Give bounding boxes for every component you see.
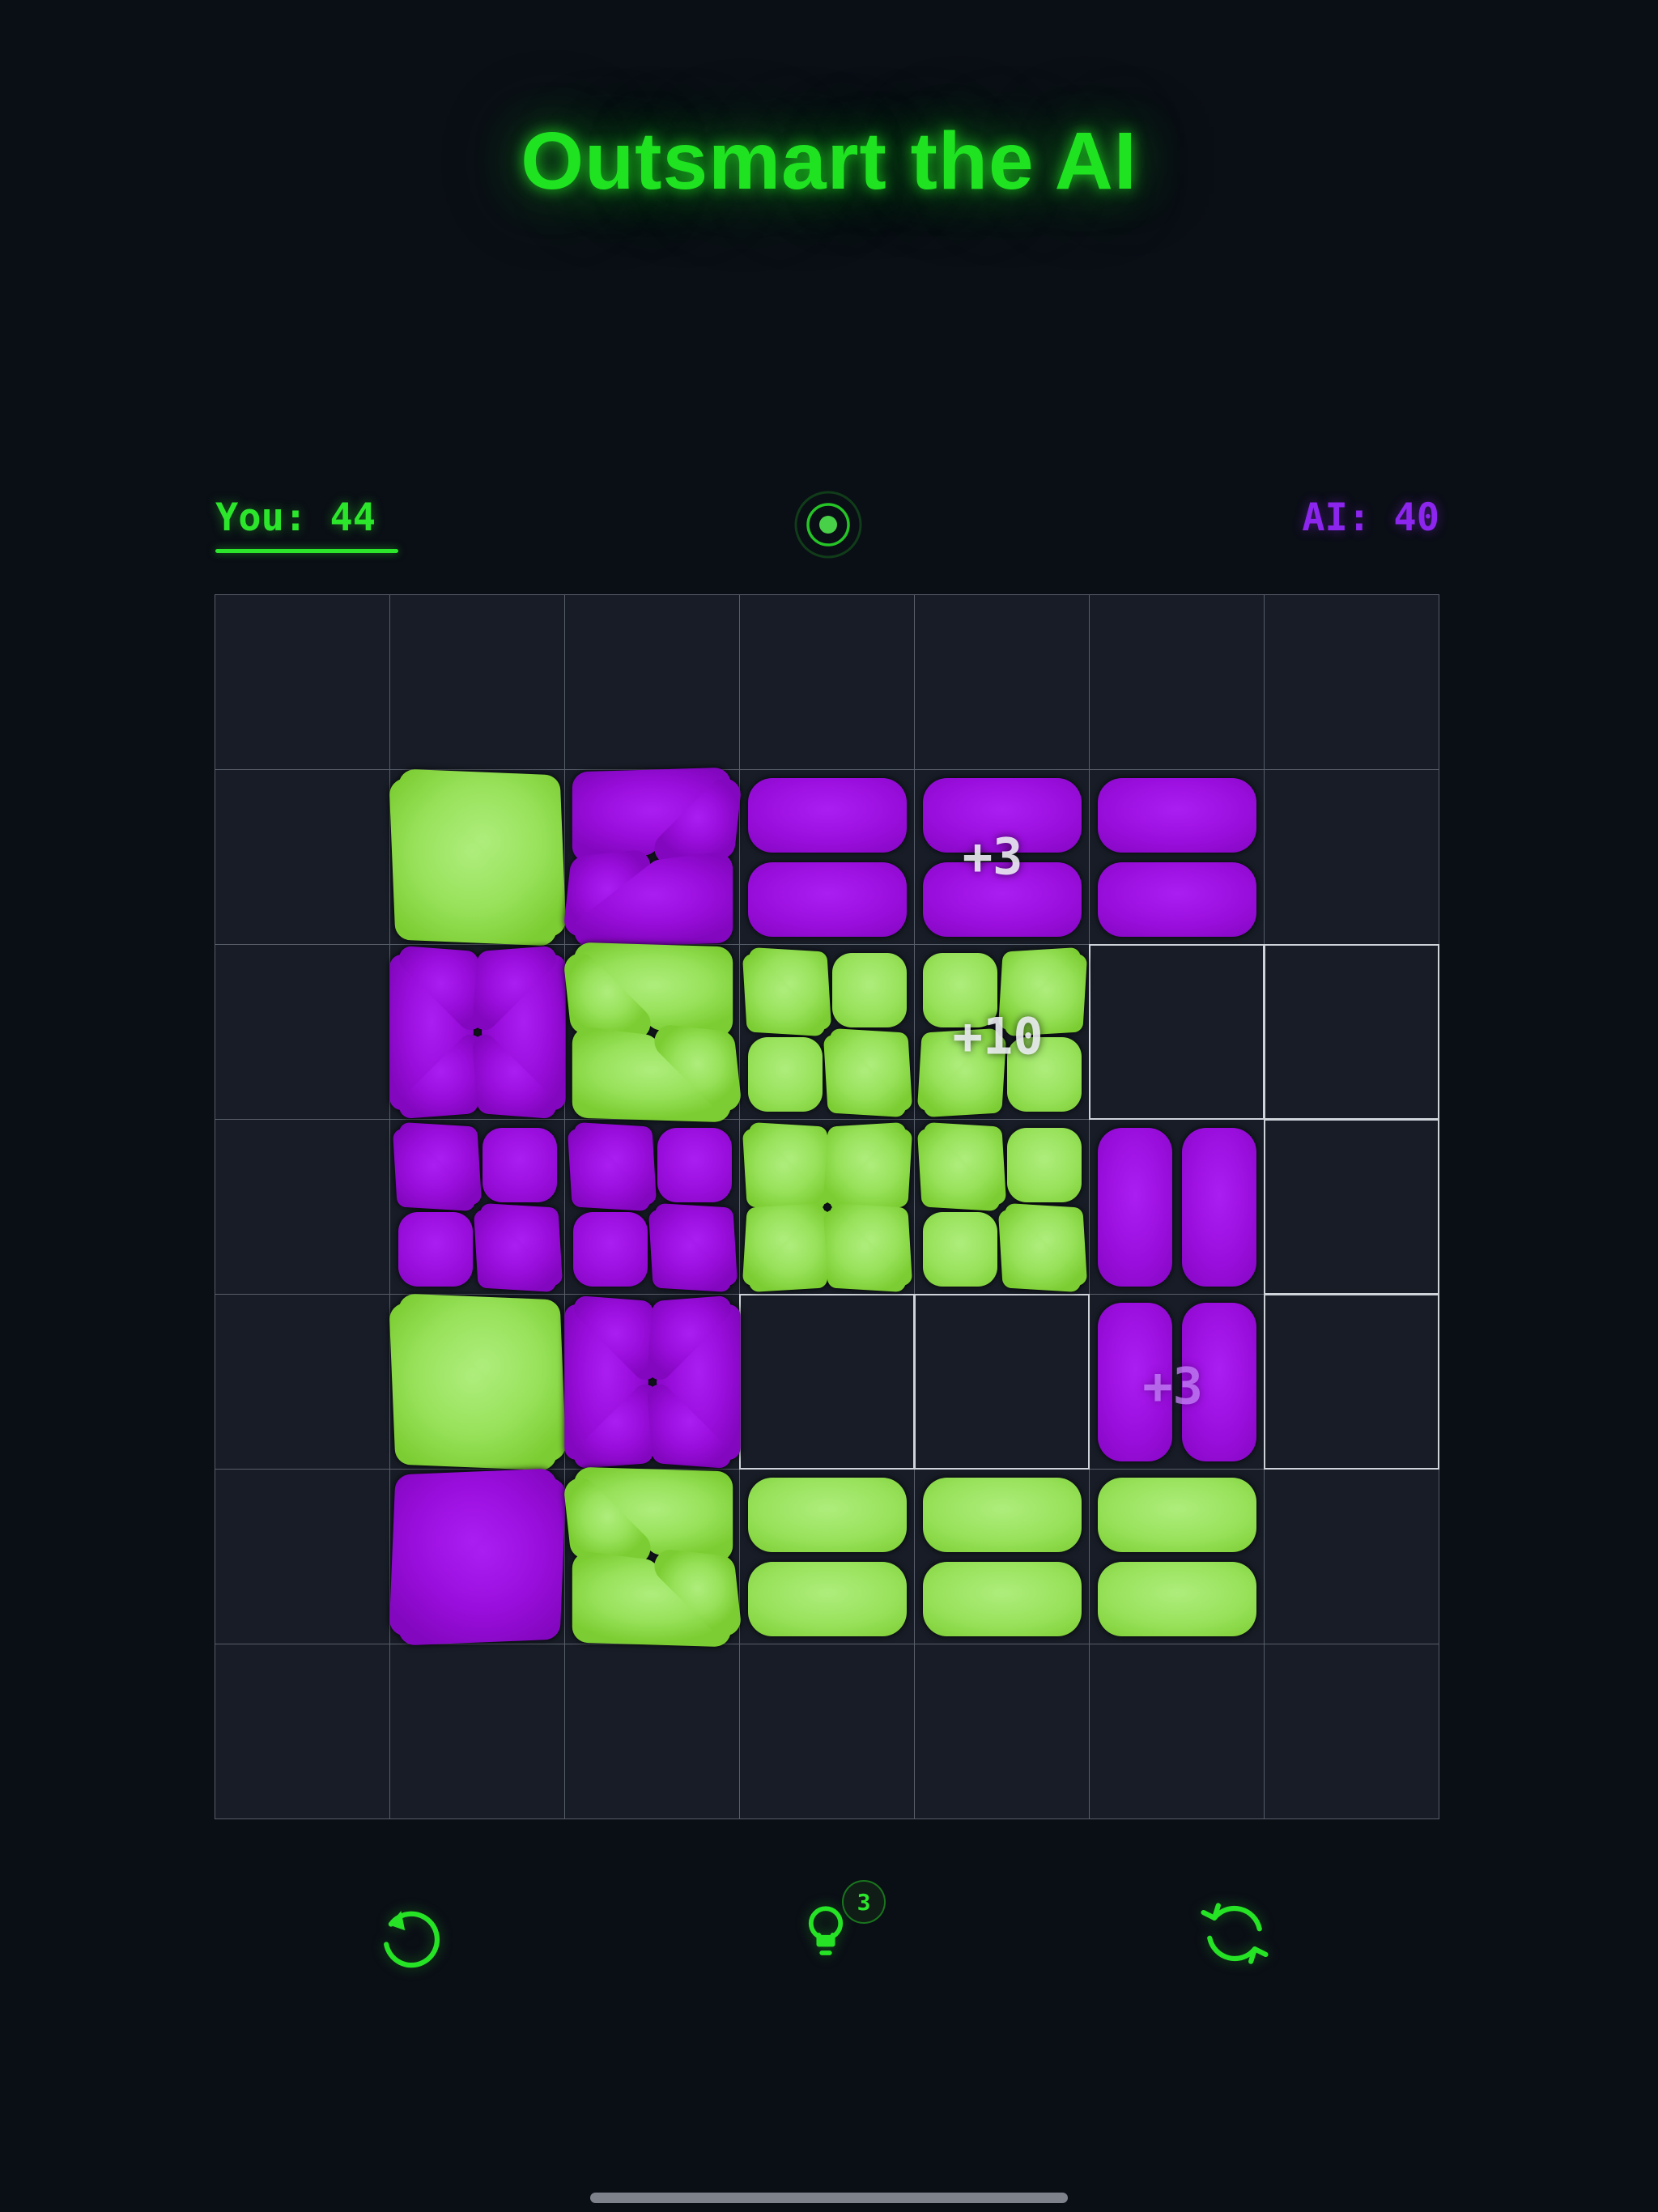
board-cell[interactable]: [739, 1644, 915, 1819]
tile-green-diag-backslash[interactable]: [389, 769, 566, 946]
tile-purple-checker-diag[interactable]: [565, 1120, 740, 1295]
board-cell[interactable]: [1089, 944, 1265, 1120]
board: +3 +10 +3: [215, 594, 1440, 1820]
board-cell[interactable]: [564, 594, 740, 770]
board-cell[interactable]: [739, 594, 915, 770]
board-cell[interactable]: [215, 1294, 390, 1470]
tile-green-split-backslash[interactable]: [564, 942, 741, 1122]
board-cell[interactable]: [1264, 1469, 1439, 1644]
undo-arrow-icon: [370, 1895, 448, 1972]
board-cell[interactable]: [389, 594, 565, 770]
board-cell[interactable]: [1089, 1644, 1265, 1819]
hint-button[interactable]: [787, 1895, 865, 1972]
tile-purple-v-pills[interactable]: [1090, 1120, 1265, 1295]
tile-purple-h-pills[interactable]: [740, 770, 915, 945]
hint-count-badge: 3: [842, 1880, 886, 1924]
ai-score: AI: 40: [1302, 496, 1439, 540]
tile-green-checker-diag[interactable]: [915, 1120, 1090, 1295]
board-cell[interactable]: [215, 1119, 390, 1295]
board-cell[interactable]: [215, 944, 390, 1120]
board-cell[interactable]: [1089, 594, 1265, 770]
tile-green-h-pills[interactable]: [1090, 1470, 1265, 1644]
tile-purple-diag-slash[interactable]: [389, 1469, 566, 1645]
tile-purple-split-slash[interactable]: [564, 768, 741, 947]
board-cell[interactable]: [1264, 594, 1439, 770]
board-cell[interactable]: [215, 1644, 390, 1819]
board-cell[interactable]: [564, 1644, 740, 1819]
tile-purple-petals[interactable]: [564, 1295, 741, 1470]
board-cell[interactable]: [1264, 1119, 1439, 1295]
tile-green-checker-diag[interactable]: [740, 945, 915, 1120]
board-cell[interactable]: [914, 1294, 1090, 1470]
board-cell[interactable]: [1264, 1294, 1439, 1470]
score-popup: +3: [1142, 1356, 1203, 1416]
board-cell[interactable]: [1264, 769, 1439, 945]
tile-green-split-backslash[interactable]: [564, 1467, 741, 1647]
tile-purple-h-pills[interactable]: [1090, 770, 1265, 945]
board-cell[interactable]: [1264, 944, 1439, 1120]
tile-purple-checker-diag[interactable]: [390, 1120, 565, 1295]
you-score: You: 44: [215, 496, 376, 540]
tile-purple-v-pills[interactable]: [1090, 1295, 1265, 1470]
score-popup: +10: [952, 1006, 1044, 1066]
undo-button[interactable]: [370, 1895, 448, 1972]
hint-count: 3: [857, 1888, 871, 1916]
board-cell[interactable]: [739, 1294, 915, 1470]
score-popup: +3: [962, 827, 1023, 887]
board-cell[interactable]: [1264, 1644, 1439, 1819]
game-title: Outsmart the AI: [521, 116, 1137, 206]
restart-button[interactable]: [1196, 1895, 1273, 1972]
lightbulb-icon: [787, 1895, 865, 1972]
tile-purple-h-pills[interactable]: [915, 770, 1090, 945]
board-cell[interactable]: [389, 1644, 565, 1819]
tile-green-h-pills[interactable]: [740, 1470, 915, 1644]
board-cell[interactable]: [215, 769, 390, 945]
restart-arrows-icon: [1196, 1895, 1273, 1972]
home-indicator[interactable]: [590, 2193, 1068, 2203]
board-cell[interactable]: [914, 1644, 1090, 1819]
tile-green-diag-backslash[interactable]: [389, 1294, 566, 1470]
tile-green-flower[interactable]: [740, 1120, 915, 1295]
tile-green-checker-diag-alt[interactable]: [915, 945, 1090, 1120]
board-cell[interactable]: [215, 594, 390, 770]
tile-purple-petals[interactable]: [389, 945, 566, 1120]
board-cell[interactable]: [914, 594, 1090, 770]
you-score-underline: [215, 549, 398, 553]
tile-green-h-pills[interactable]: [915, 1470, 1090, 1644]
turn-indicator-icon: [788, 484, 869, 565]
board-cell[interactable]: [215, 1469, 390, 1644]
